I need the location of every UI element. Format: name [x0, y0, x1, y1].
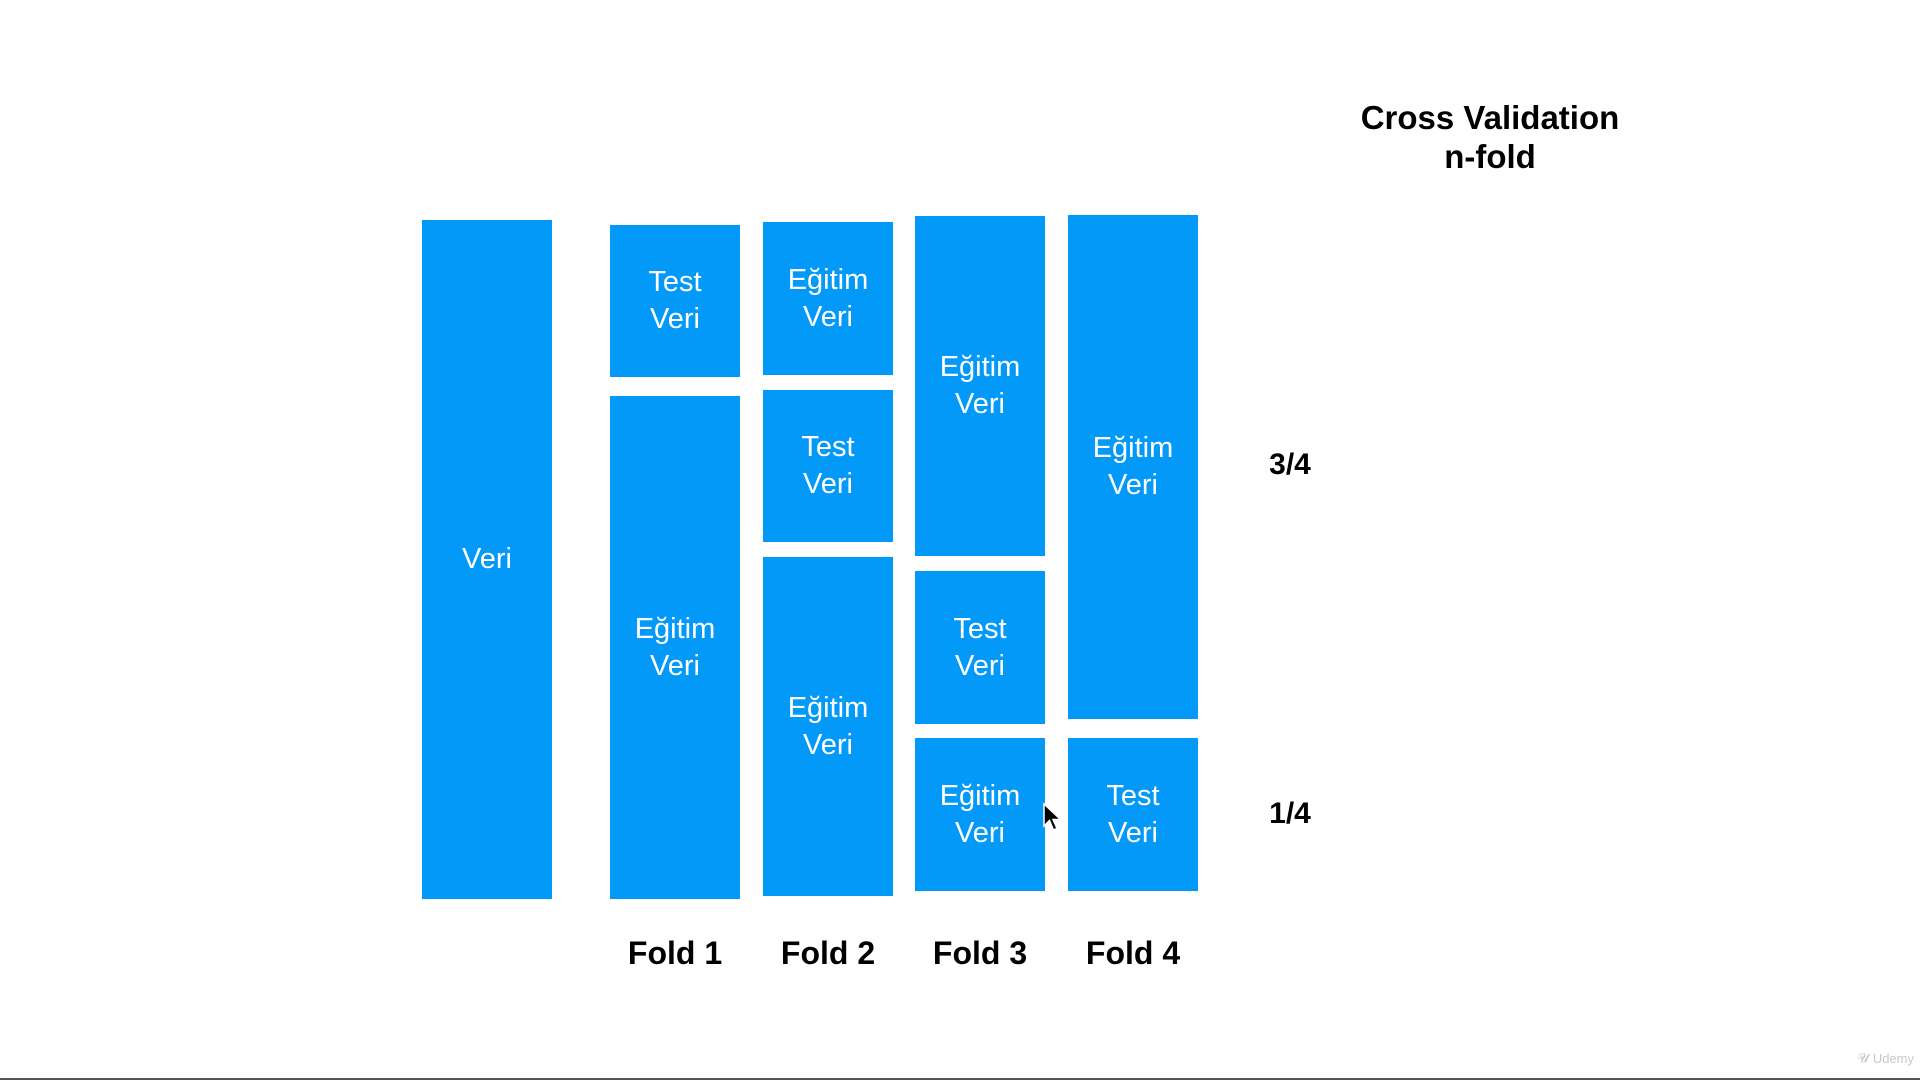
fold1-train-block: Eğitim Veri	[610, 396, 740, 899]
block-label: Veri	[462, 543, 512, 575]
fold-3-label: Fold 3	[932, 935, 1028, 971]
block-line-1: Test	[648, 266, 702, 298]
fold3-test-block: Test Veri	[915, 571, 1045, 724]
block-line-2: Veri	[1108, 469, 1158, 501]
watermark: 𝓤 Udemy	[1857, 1050, 1914, 1066]
block-line-1: Test	[953, 612, 1007, 645]
block-line-1: Test	[1106, 779, 1160, 812]
block-line-2: Veri	[650, 303, 700, 335]
udemy-logo-icon: 𝓤	[1857, 1050, 1869, 1065]
title-line-2: n-fold	[1444, 138, 1536, 175]
block-line-1: Eğitim	[939, 351, 1021, 383]
block-line-1: Test	[801, 431, 855, 463]
block-line-1: Eğitim	[939, 779, 1021, 812]
block-line-1: Eğitim	[787, 691, 869, 724]
block-line-1: Eğitim	[1092, 432, 1174, 464]
fold2-test-block: Test Veri	[763, 390, 893, 542]
block-line-2: Veri	[955, 816, 1005, 849]
block-line-2: Veri	[803, 300, 853, 333]
fold3-train-block-bottom: Eğitim Veri	[915, 738, 1045, 891]
fold4-train-block: Eğitim Veri	[1068, 215, 1198, 719]
block-line-2: Veri	[1108, 816, 1158, 849]
diagram-title: Cross Validation n-fold	[1305, 98, 1675, 176]
fold4-test-block: Test Veri	[1068, 738, 1198, 891]
fold-1-label: Fold 1	[627, 935, 723, 971]
fold3-train-block-top: Eğitim Veri	[915, 216, 1045, 556]
watermark-text: Udemy	[1872, 1050, 1914, 1066]
ratio-lower: 1/4	[1269, 797, 1311, 830]
block-line-1: Eğitim	[787, 263, 869, 296]
fold2-train-block-bottom: Eğitim Veri	[763, 557, 893, 896]
block-line-2: Veri	[955, 649, 1005, 682]
full-data-block: Veri	[422, 220, 552, 899]
fold1-test-block: Test Veri	[610, 225, 740, 377]
bottom-divider	[0, 1078, 1920, 1080]
fold-2-label: Fold 2	[780, 935, 876, 971]
block-line-2: Veri	[803, 728, 853, 761]
mouse-cursor-icon	[1043, 802, 1063, 831]
block-line-2: Veri	[650, 649, 700, 682]
fold-4-label: Fold 4	[1085, 935, 1181, 971]
fold2-train-block-top: Eğitim Veri	[763, 222, 893, 375]
block-line-2: Veri	[803, 468, 853, 500]
block-line-2: Veri	[955, 388, 1005, 420]
ratio-upper: 3/4	[1269, 448, 1311, 481]
title-line-1: Cross Validation	[1360, 99, 1620, 136]
block-line-1: Eğitim	[634, 612, 716, 645]
